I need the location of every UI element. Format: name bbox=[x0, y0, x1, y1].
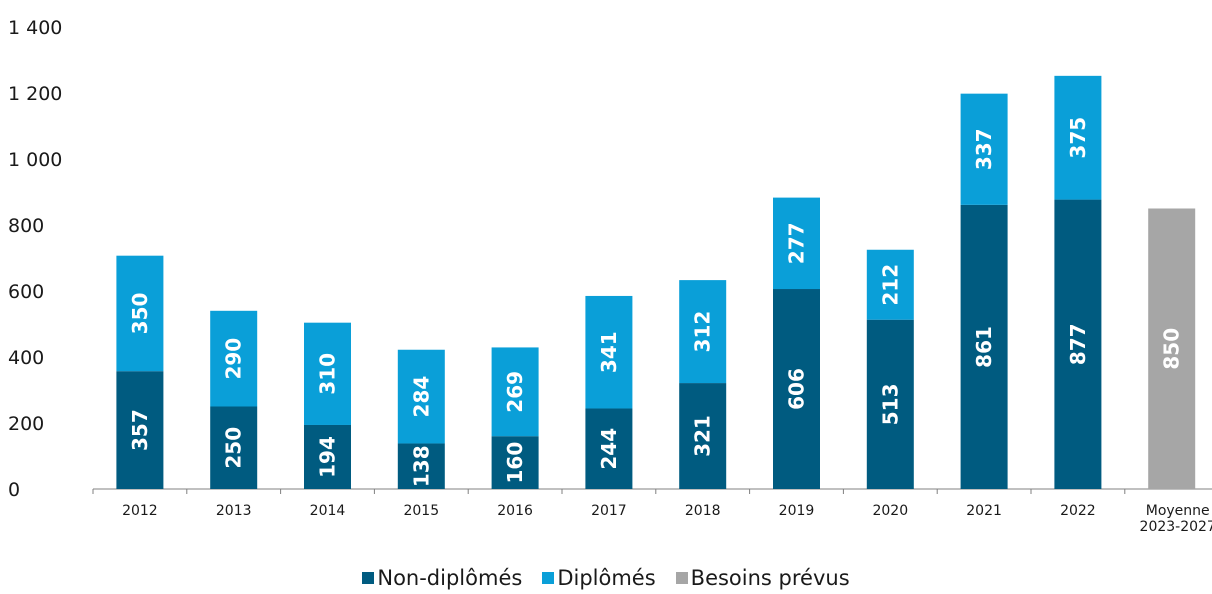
chart-plot: 0 200 400 600 800 1 000 1 200 1 400 357 350 2012 25… bbox=[8, 17, 1212, 535]
bar-segment bbox=[773, 197, 820, 290]
bar-value-label: 312 bbox=[691, 311, 715, 353]
bar-value-label: 212 bbox=[878, 264, 902, 306]
legend-item: Diplômés bbox=[542, 566, 656, 590]
bar-value-label: 350 bbox=[128, 293, 152, 335]
x-tick-label: 2014 bbox=[310, 503, 346, 519]
legend-item: Besoins prévus bbox=[675, 566, 850, 590]
x-tick-label: 2016 bbox=[497, 503, 533, 519]
x-tick-label: 2018 bbox=[685, 503, 721, 519]
bar-value-label: 337 bbox=[972, 128, 996, 170]
bar-segment bbox=[116, 371, 164, 489]
chart-legend: Non-diplômés Diplômés Besoins prévus bbox=[0, 566, 1212, 590]
y-tick-label: 200 bbox=[8, 413, 44, 435]
x-tick-label: 2012 bbox=[122, 503, 158, 519]
legend-item: Non-diplômés bbox=[362, 566, 522, 590]
y-tick-label: 600 bbox=[8, 281, 44, 303]
bar-value-label: 357 bbox=[128, 409, 152, 451]
bar-value-label: 284 bbox=[409, 376, 433, 418]
bar-segment bbox=[679, 280, 727, 384]
x-tick-label: Moyenne 2023-2027 bbox=[1140, 503, 1212, 535]
y-tick-label: 1 000 bbox=[8, 149, 62, 171]
bar-value-label: 850 bbox=[1160, 328, 1184, 370]
bar-segment bbox=[1054, 199, 1102, 489]
bar-segment bbox=[1148, 208, 1196, 489]
x-tick-label: 2017 bbox=[591, 503, 627, 519]
x-tick-label: 2020 bbox=[872, 503, 908, 519]
bar-value-label: 250 bbox=[222, 427, 246, 469]
bar-value-label: 290 bbox=[222, 338, 246, 380]
legend-swatch bbox=[542, 572, 555, 584]
bar-segment bbox=[679, 383, 727, 489]
bar-segment bbox=[210, 406, 258, 489]
bar-value-label: 269 bbox=[503, 371, 527, 413]
y-tick-label: 0 bbox=[8, 479, 20, 501]
bar-segment bbox=[866, 319, 914, 489]
legend-label: Diplômés bbox=[557, 566, 656, 590]
bar-value-label: 310 bbox=[316, 353, 340, 395]
bar-value-label: 861 bbox=[972, 326, 996, 368]
bar-value-label: 138 bbox=[409, 445, 433, 487]
bar-value-label: 877 bbox=[1066, 323, 1090, 365]
bar-segment bbox=[304, 322, 351, 425]
bar-segment bbox=[1054, 75, 1102, 200]
bar-segment bbox=[585, 408, 633, 489]
legend-label: Non-diplômés bbox=[377, 566, 523, 590]
bar-segment bbox=[866, 249, 914, 320]
y-tick-label: 1 400 bbox=[8, 17, 62, 39]
bar-value-label: 244 bbox=[597, 428, 621, 470]
bar-value-label: 513 bbox=[878, 383, 902, 425]
x-tick-label: 2013 bbox=[216, 503, 252, 519]
y-tick-label: 1 200 bbox=[8, 83, 62, 105]
bar-segment bbox=[960, 204, 1008, 489]
x-tick-label: 2015 bbox=[403, 503, 439, 519]
bar-segment bbox=[491, 347, 539, 437]
bar-segment bbox=[397, 349, 445, 444]
y-tick-label: 400 bbox=[8, 347, 44, 369]
x-tick-label: 2021 bbox=[966, 503, 1002, 519]
x-tick-label: 2019 bbox=[779, 503, 815, 519]
bar-value-label: 341 bbox=[597, 331, 621, 373]
bar-segment bbox=[585, 295, 633, 409]
bar-segment bbox=[491, 436, 539, 489]
bar-value-label: 160 bbox=[503, 442, 527, 484]
legend-swatch bbox=[675, 572, 688, 584]
bar-segment bbox=[304, 424, 351, 489]
bar-segment bbox=[210, 310, 258, 407]
bar-value-label: 375 bbox=[1066, 117, 1090, 159]
bar-value-label: 321 bbox=[691, 415, 715, 457]
bar-segment bbox=[116, 255, 164, 372]
bar-segment bbox=[397, 443, 445, 489]
bar-segment bbox=[773, 289, 820, 489]
y-tick-label: 800 bbox=[8, 215, 44, 237]
x-tick-label: 2022 bbox=[1060, 503, 1096, 519]
legend-swatch bbox=[362, 572, 375, 584]
bar-value-label: 277 bbox=[785, 222, 809, 264]
bar-segment bbox=[960, 93, 1008, 205]
bar-value-label: 606 bbox=[785, 368, 809, 410]
bar-value-label: 194 bbox=[316, 436, 340, 478]
legend-label: Besoins prévus bbox=[690, 566, 850, 590]
